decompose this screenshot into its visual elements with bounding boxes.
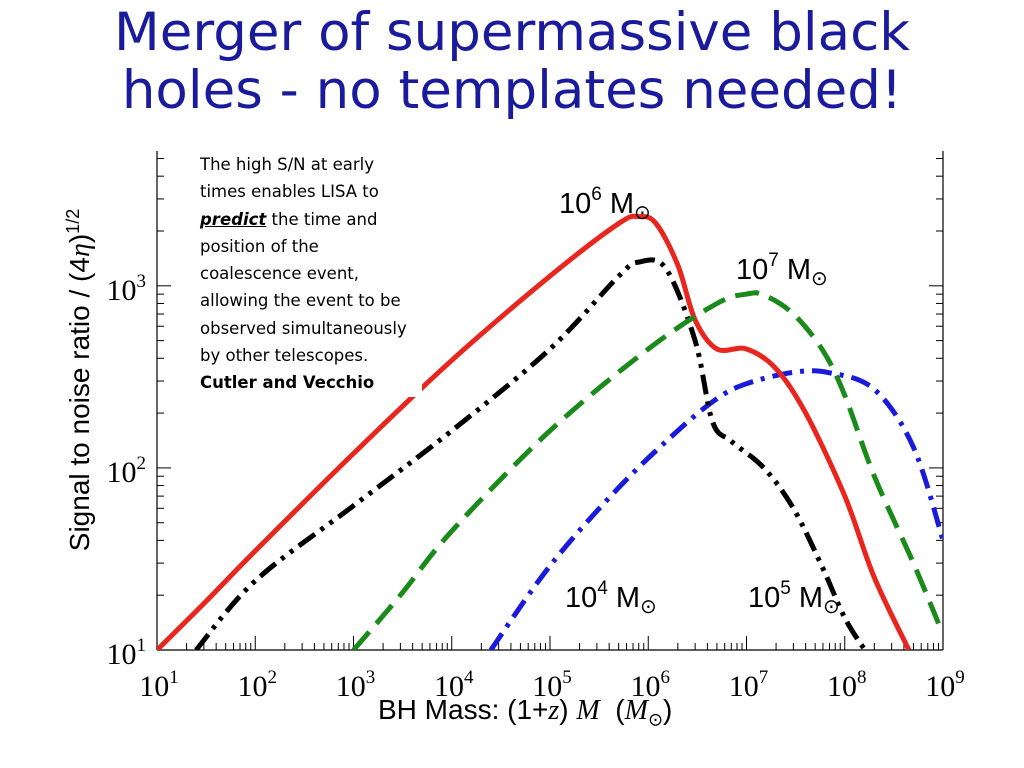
series-label-exponent: 5	[780, 578, 791, 599]
x-tick-label: 109	[925, 667, 965, 703]
y-tick-label: 103	[107, 271, 147, 307]
x-label-z: z	[548, 695, 560, 726]
series-label-2: 106 M⊙	[559, 184, 651, 224]
x-tick-label-base: 10	[336, 670, 366, 703]
y-tick-label-base: 10	[107, 456, 137, 489]
x-tick-label-exponent: 9	[955, 667, 965, 688]
series-line-3	[351, 290, 941, 650]
series-label-sun: ⊙	[823, 596, 840, 618]
series-label-unit: M	[787, 254, 811, 286]
x-tick-label: 104	[434, 667, 474, 703]
x-label-close-unit: )	[663, 694, 673, 725]
x-tick-label: 102	[238, 667, 278, 703]
x-tick-label: 108	[827, 667, 867, 703]
x-tick-label-exponent: 3	[366, 667, 376, 688]
x-label-sun: ⊙	[647, 709, 664, 730]
series-label-3: 107 M⊙	[736, 250, 828, 290]
x-tick-label-base: 10	[827, 670, 857, 703]
x-tick-label-exponent: 6	[661, 667, 671, 688]
y-label-slash: / (4	[64, 257, 96, 298]
series-label-base: 10	[565, 582, 597, 614]
x-tick-label: 105	[532, 667, 572, 703]
x-tick-label-exponent: 8	[857, 667, 867, 688]
x-axis-label: BH Mass: (1+z) M (M⊙)	[378, 694, 672, 731]
x-tick-label-base: 10	[631, 670, 661, 703]
x-tick-label-base: 10	[139, 670, 169, 703]
series-label-exponent: 4	[597, 578, 608, 599]
x-tick-label: 103	[336, 667, 376, 703]
y-label-eta: η	[65, 243, 97, 258]
series-label-base: 10	[736, 254, 768, 286]
x-tick-label: 106	[631, 667, 671, 703]
series-label-base: 10	[559, 188, 591, 220]
slide-title-line-2: holes - no templates needed!	[121, 60, 903, 121]
series-label-exponent: 6	[591, 184, 602, 205]
y-axis-label: Signal to noise ratio / (4η)1/2	[63, 209, 97, 551]
x-tick-label-base: 10	[729, 670, 759, 703]
slide-title-line-1: Merger of supermassive black	[114, 2, 910, 63]
x-tick-label-base: 10	[434, 670, 464, 703]
y-label-main: Signal to noise ratio	[64, 305, 96, 552]
x-tick-label-base: 10	[238, 670, 268, 703]
note-emphasis: predict	[200, 209, 267, 229]
x-tick-label-exponent: 7	[759, 667, 769, 688]
x-tick-label-exponent: 5	[562, 667, 572, 688]
y-tick-label: 101	[107, 635, 147, 671]
x-tick-label-base: 10	[532, 670, 562, 703]
annotation-note: The high S/N at early times enables LISA…	[200, 151, 422, 397]
x-label-open-unit: (	[615, 694, 625, 725]
y-tick-label-exponent: 1	[137, 635, 147, 656]
series-line-2	[157, 213, 912, 650]
x-tick-label: 101	[139, 667, 179, 703]
x-tick-label-base: 10	[925, 670, 955, 703]
plot-area	[157, 213, 943, 650]
series-label-0: 104 M⊙	[565, 578, 657, 618]
series-label-exponent: 7	[768, 250, 779, 271]
y-label-close: )	[64, 233, 96, 244]
note-citation: Cutler and Vecchio	[200, 373, 375, 393]
y-label-exponent: 1/2	[62, 208, 83, 234]
slide-title: Merger of supermassive black holes - no …	[0, 4, 1024, 120]
series-label-sun: ⊙	[640, 596, 657, 618]
series-label-sun: ⊙	[811, 268, 828, 290]
x-tick-label-exponent: 1	[169, 667, 179, 688]
y-tick-label-base: 10	[107, 638, 137, 671]
x-label-mass: M	[576, 695, 600, 726]
x-label-unit-m: M	[624, 695, 648, 726]
series-label-base: 10	[748, 582, 780, 614]
series-label-unit: M	[616, 582, 640, 614]
y-tick-label-exponent: 3	[137, 271, 147, 292]
y-tick-label-exponent: 2	[137, 453, 147, 474]
x-tick-label: 107	[729, 667, 769, 703]
series-line-0	[488, 368, 943, 650]
y-tick-label: 102	[107, 453, 147, 489]
x-label-main: BH Mass: (1+	[378, 694, 549, 725]
x-tick-label-exponent: 4	[464, 667, 474, 688]
note-text-1: The high S/N at early times enables LISA…	[200, 155, 379, 202]
series-label-unit: M	[610, 188, 634, 220]
series-label-sun: ⊙	[634, 202, 651, 224]
x-label-close: )	[559, 694, 569, 725]
y-tick-label-base: 10	[107, 274, 137, 307]
series-label-1: 105 M⊙	[748, 578, 840, 618]
x-tick-label-exponent: 2	[268, 667, 278, 688]
note-text-2: the time and position of the coalescence…	[200, 209, 407, 366]
series-label-unit: M	[799, 582, 823, 614]
